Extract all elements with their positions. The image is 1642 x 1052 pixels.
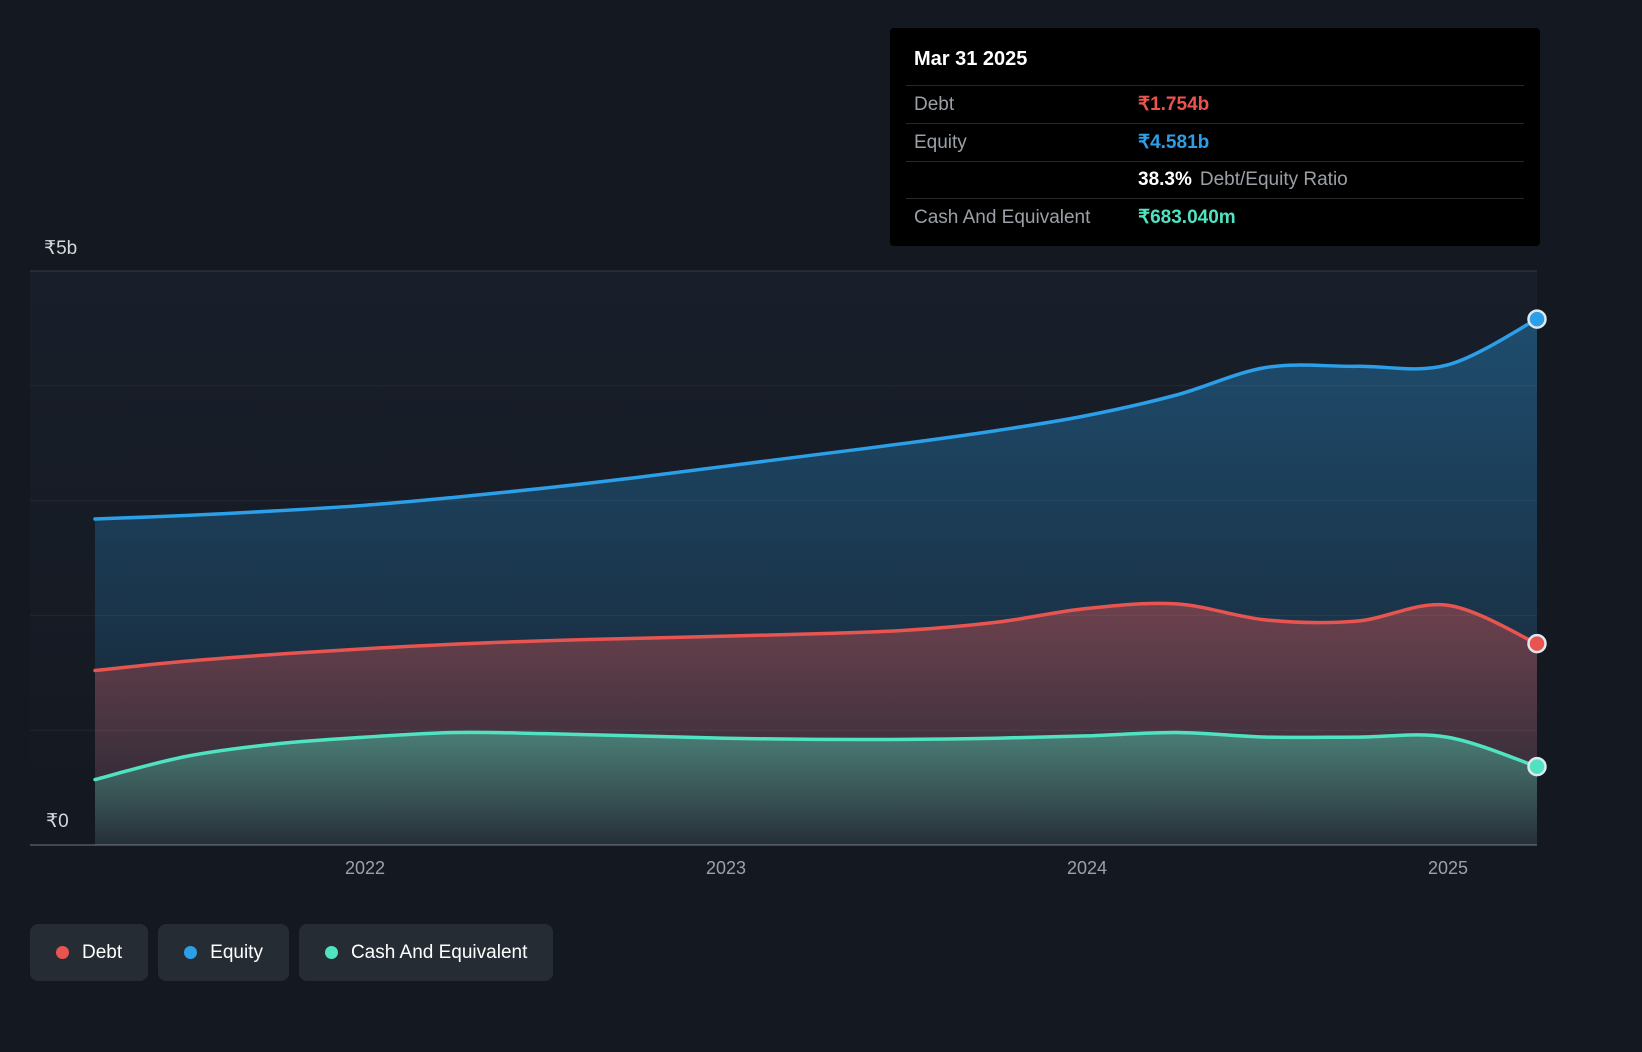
legend-equity-label: Equity — [210, 941, 263, 963]
tooltip-cash-value: ₹683.040m — [1138, 207, 1236, 228]
tooltip-row-ratio: 38.3% Debt/Equity Ratio — [906, 161, 1524, 198]
tooltip-ratio-label: Debt/Equity Ratio — [1199, 169, 1348, 190]
tooltip-equity-value: ₹4.581b — [1138, 132, 1210, 153]
tooltip-equity-label: Equity — [914, 131, 967, 153]
legend-item-cash[interactable]: Cash And Equivalent — [298, 924, 554, 981]
tooltip-debt-value: ₹1.754b — [1138, 94, 1210, 115]
x-axis-tick-2024: 2024 — [1066, 858, 1108, 878]
y-axis-label-zero: ₹0 — [46, 811, 69, 832]
x-axis-tick-2022: 2022 — [344, 858, 386, 878]
chart-tooltip: Mar 31 2025 Debt ₹1.754b Equity ₹4.581b … — [890, 28, 1540, 246]
x-axis-tick-2025: 2025 — [1427, 858, 1469, 878]
equity-dot-icon — [184, 946, 198, 959]
legend-item-equity[interactable]: Equity — [158, 924, 289, 981]
legend-debt-label: Debt — [82, 941, 123, 963]
legend-cash-label: Cash And Equivalent — [350, 941, 528, 963]
tooltip-cash-label: Cash And Equivalent — [914, 206, 1091, 228]
debt-dot-icon — [56, 946, 69, 959]
tooltip-row-equity: Equity ₹4.581b — [906, 123, 1524, 161]
chart-legend: Debt Equity Cash And Equivalent — [30, 924, 554, 981]
y-axis-label-top: ₹5b — [44, 238, 78, 259]
x-axis-tick-2023: 2023 — [705, 858, 747, 878]
tooltip-row-debt: Debt ₹1.754b — [906, 85, 1524, 123]
cash-dot-icon — [324, 946, 338, 959]
tooltip-debt-label: Debt — [914, 93, 955, 115]
legend-item-debt[interactable]: Debt — [30, 924, 149, 981]
tooltip-ratio-value: 38.3% — [1138, 169, 1192, 190]
tooltip-date: Mar 31 2025 — [914, 48, 1028, 70]
tooltip-row-cash: Cash And Equivalent ₹683.040m — [906, 198, 1524, 236]
